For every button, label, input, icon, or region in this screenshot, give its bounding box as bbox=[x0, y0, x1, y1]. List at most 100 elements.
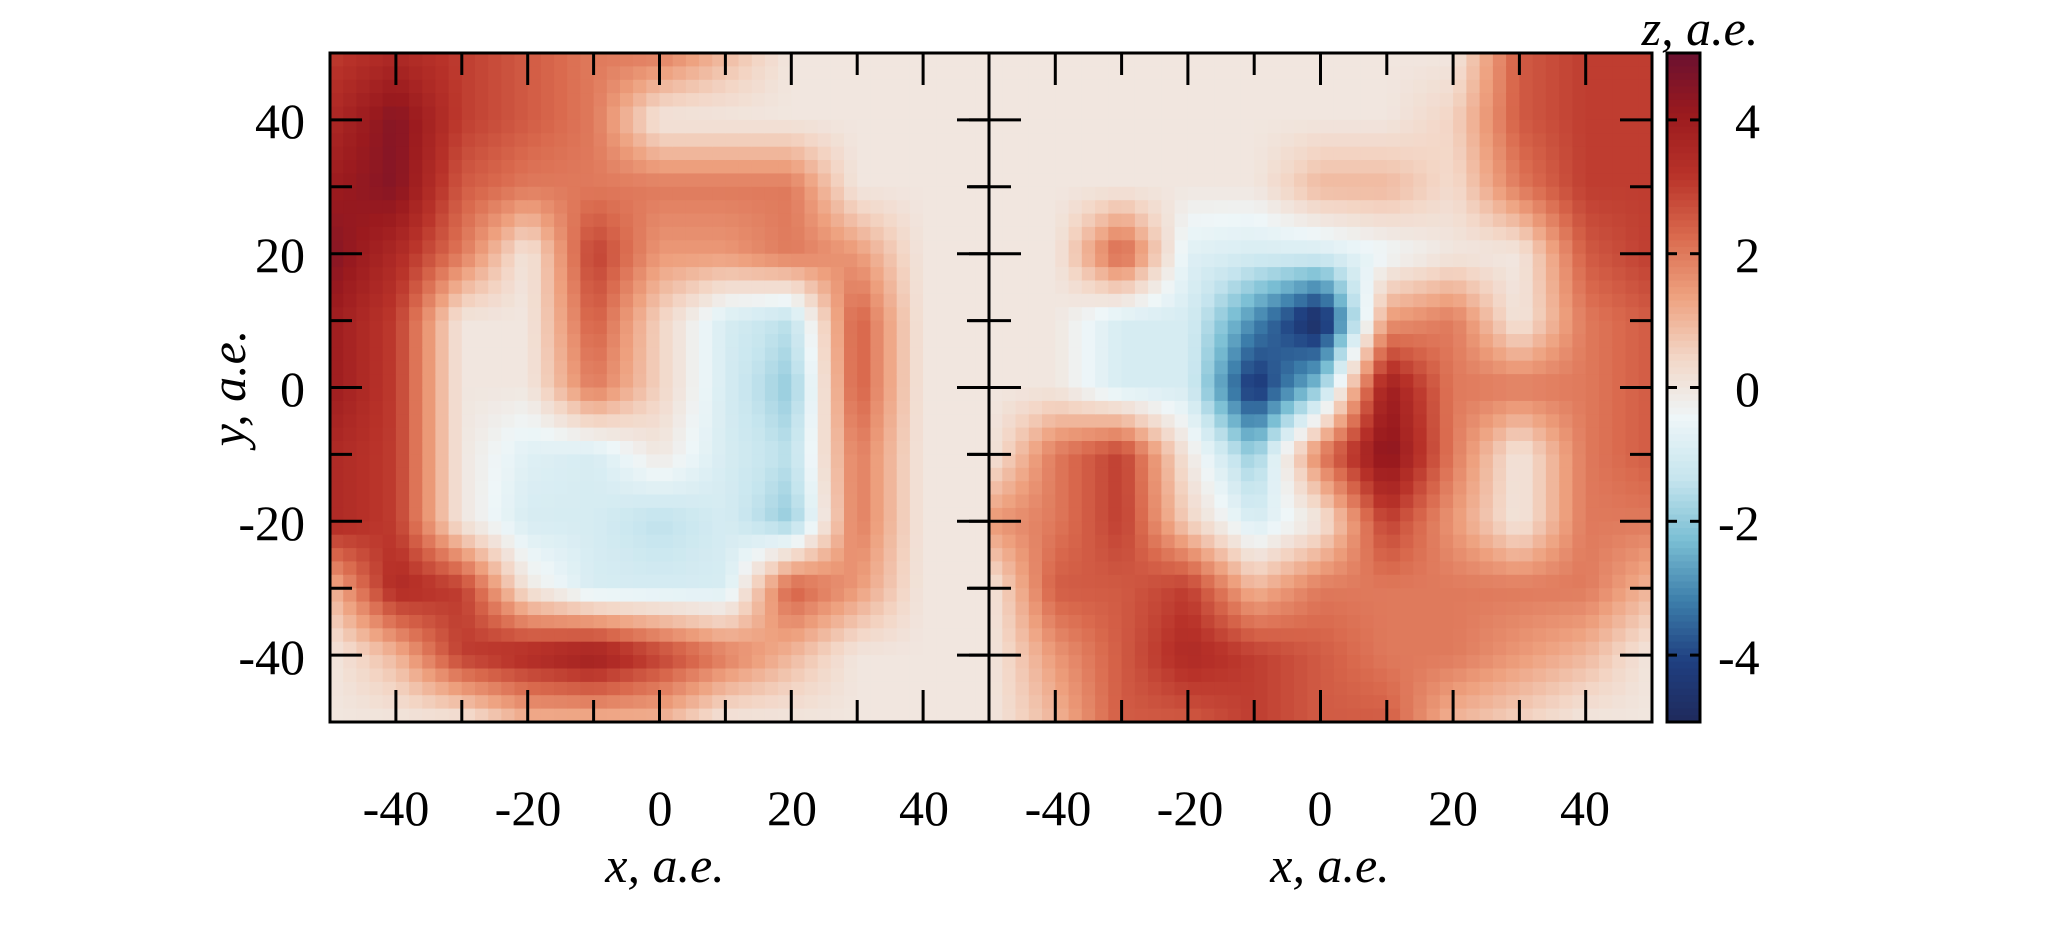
heatmap-cell bbox=[1174, 173, 1189, 188]
heatmap-cell bbox=[685, 119, 700, 135]
heatmap-cell bbox=[1466, 186, 1481, 201]
heatmap-cell bbox=[830, 66, 845, 81]
heatmap-cell bbox=[330, 507, 344, 523]
heatmap-cell bbox=[1121, 574, 1136, 589]
heatmap-cell bbox=[356, 414, 371, 429]
heatmap-cell bbox=[975, 133, 990, 148]
heatmap-cell bbox=[923, 119, 938, 135]
heatmap-cell bbox=[435, 681, 450, 697]
heatmap-cell bbox=[1081, 133, 1096, 148]
heatmap-cell bbox=[1240, 280, 1255, 295]
heatmap-cell bbox=[804, 548, 819, 563]
heatmap-cell bbox=[1174, 655, 1189, 670]
heatmap-cell bbox=[527, 253, 542, 268]
heatmap-cell bbox=[540, 53, 555, 68]
heatmap-cell bbox=[1320, 695, 1335, 710]
heatmap-cell bbox=[1174, 160, 1189, 175]
heatmap-cell bbox=[817, 521, 832, 536]
heatmap-cell bbox=[1638, 213, 1653, 228]
heatmap-cell bbox=[1294, 320, 1309, 335]
heatmap-cell bbox=[1214, 681, 1229, 697]
heatmap-cell bbox=[1413, 628, 1428, 643]
heatmap-cell bbox=[1015, 441, 1030, 456]
heatmap-cell bbox=[1201, 213, 1216, 228]
heatmap-cell bbox=[1267, 668, 1282, 683]
heatmap-cell bbox=[593, 146, 608, 161]
heatmap-cell bbox=[1174, 561, 1189, 576]
heatmap-cell bbox=[554, 507, 569, 523]
heatmap-cell bbox=[1559, 655, 1574, 670]
heatmap-cell bbox=[659, 79, 674, 94]
heatmap-cell bbox=[1068, 628, 1083, 643]
heatmap-cell bbox=[1386, 146, 1401, 161]
heatmap-cell bbox=[725, 427, 740, 442]
heatmap-cell bbox=[382, 146, 397, 161]
heatmap-cell bbox=[461, 146, 476, 161]
heatmap-cell bbox=[1161, 601, 1176, 616]
heatmap-cell bbox=[1347, 681, 1362, 697]
heatmap-cell bbox=[1612, 293, 1627, 308]
heatmap-cell bbox=[817, 267, 832, 282]
heatmap-cell bbox=[1413, 347, 1428, 362]
heatmap-cell bbox=[672, 601, 687, 616]
heatmap-cell bbox=[804, 186, 819, 201]
heatmap-cell bbox=[540, 66, 555, 81]
heatmap-cell bbox=[1347, 387, 1362, 402]
heatmap-cell bbox=[672, 534, 687, 549]
heatmap-cell bbox=[1625, 173, 1640, 188]
heatmap-cell bbox=[395, 668, 410, 683]
heatmap-cell bbox=[883, 628, 898, 643]
heatmap-cell bbox=[778, 267, 793, 282]
heatmap-cell bbox=[870, 293, 885, 308]
heatmap-cell bbox=[699, 119, 713, 135]
heatmap-cell bbox=[356, 574, 371, 589]
heatmap-cell bbox=[817, 146, 832, 161]
heatmap-cell bbox=[738, 521, 753, 536]
heatmap-cell bbox=[1572, 655, 1587, 670]
heatmap-cell bbox=[1068, 226, 1083, 242]
heatmap-cell bbox=[1201, 481, 1216, 496]
heatmap-cell bbox=[1545, 320, 1560, 335]
heatmap-cell bbox=[1439, 588, 1454, 603]
heatmap-cell bbox=[1028, 548, 1043, 563]
heatmap-cell bbox=[1121, 360, 1136, 375]
heatmap-cell bbox=[1492, 708, 1507, 723]
heatmap-cell bbox=[1280, 53, 1295, 68]
heatmap-cell bbox=[712, 360, 727, 375]
heatmap-cell bbox=[1320, 574, 1335, 589]
heatmap-cell bbox=[1280, 588, 1295, 603]
heatmap-cell bbox=[646, 106, 661, 121]
heatmap-cell bbox=[725, 681, 740, 697]
heatmap-cell bbox=[1201, 66, 1216, 81]
heatmap-cell bbox=[685, 628, 700, 643]
heatmap-cell bbox=[633, 507, 648, 523]
heatmap-cell bbox=[764, 307, 779, 322]
heatmap-cell bbox=[1081, 173, 1096, 188]
heatmap-cell bbox=[1214, 267, 1229, 282]
heatmap-cell bbox=[1532, 441, 1547, 456]
heatmap-cell bbox=[1492, 481, 1507, 496]
heatmap-cell bbox=[817, 226, 832, 242]
heatmap-cell bbox=[1081, 668, 1096, 683]
heatmap-cell bbox=[593, 454, 608, 469]
heatmap-cell bbox=[646, 427, 661, 442]
heatmap-cell bbox=[1187, 481, 1202, 496]
heatmap-cell bbox=[1492, 240, 1507, 255]
heatmap-cell bbox=[725, 213, 740, 228]
heatmap-cell bbox=[461, 708, 476, 723]
heatmap-cell bbox=[751, 521, 766, 536]
heatmap-cell bbox=[1599, 548, 1614, 563]
heatmap-cell bbox=[1214, 106, 1229, 121]
heatmap-cell bbox=[1161, 53, 1176, 68]
heatmap-cell bbox=[1214, 400, 1229, 416]
heatmap-cell bbox=[804, 253, 819, 268]
heatmap-cell bbox=[1028, 427, 1043, 442]
heatmap-cell bbox=[1599, 173, 1614, 188]
heatmap-cell bbox=[1068, 655, 1083, 670]
heatmap-cell bbox=[751, 628, 766, 643]
heatmap-cell bbox=[699, 200, 713, 215]
heatmap-cell bbox=[540, 160, 555, 175]
heatmap-cell bbox=[1307, 240, 1322, 255]
heatmap-cell bbox=[395, 334, 410, 349]
heatmap-cell bbox=[1174, 146, 1189, 161]
